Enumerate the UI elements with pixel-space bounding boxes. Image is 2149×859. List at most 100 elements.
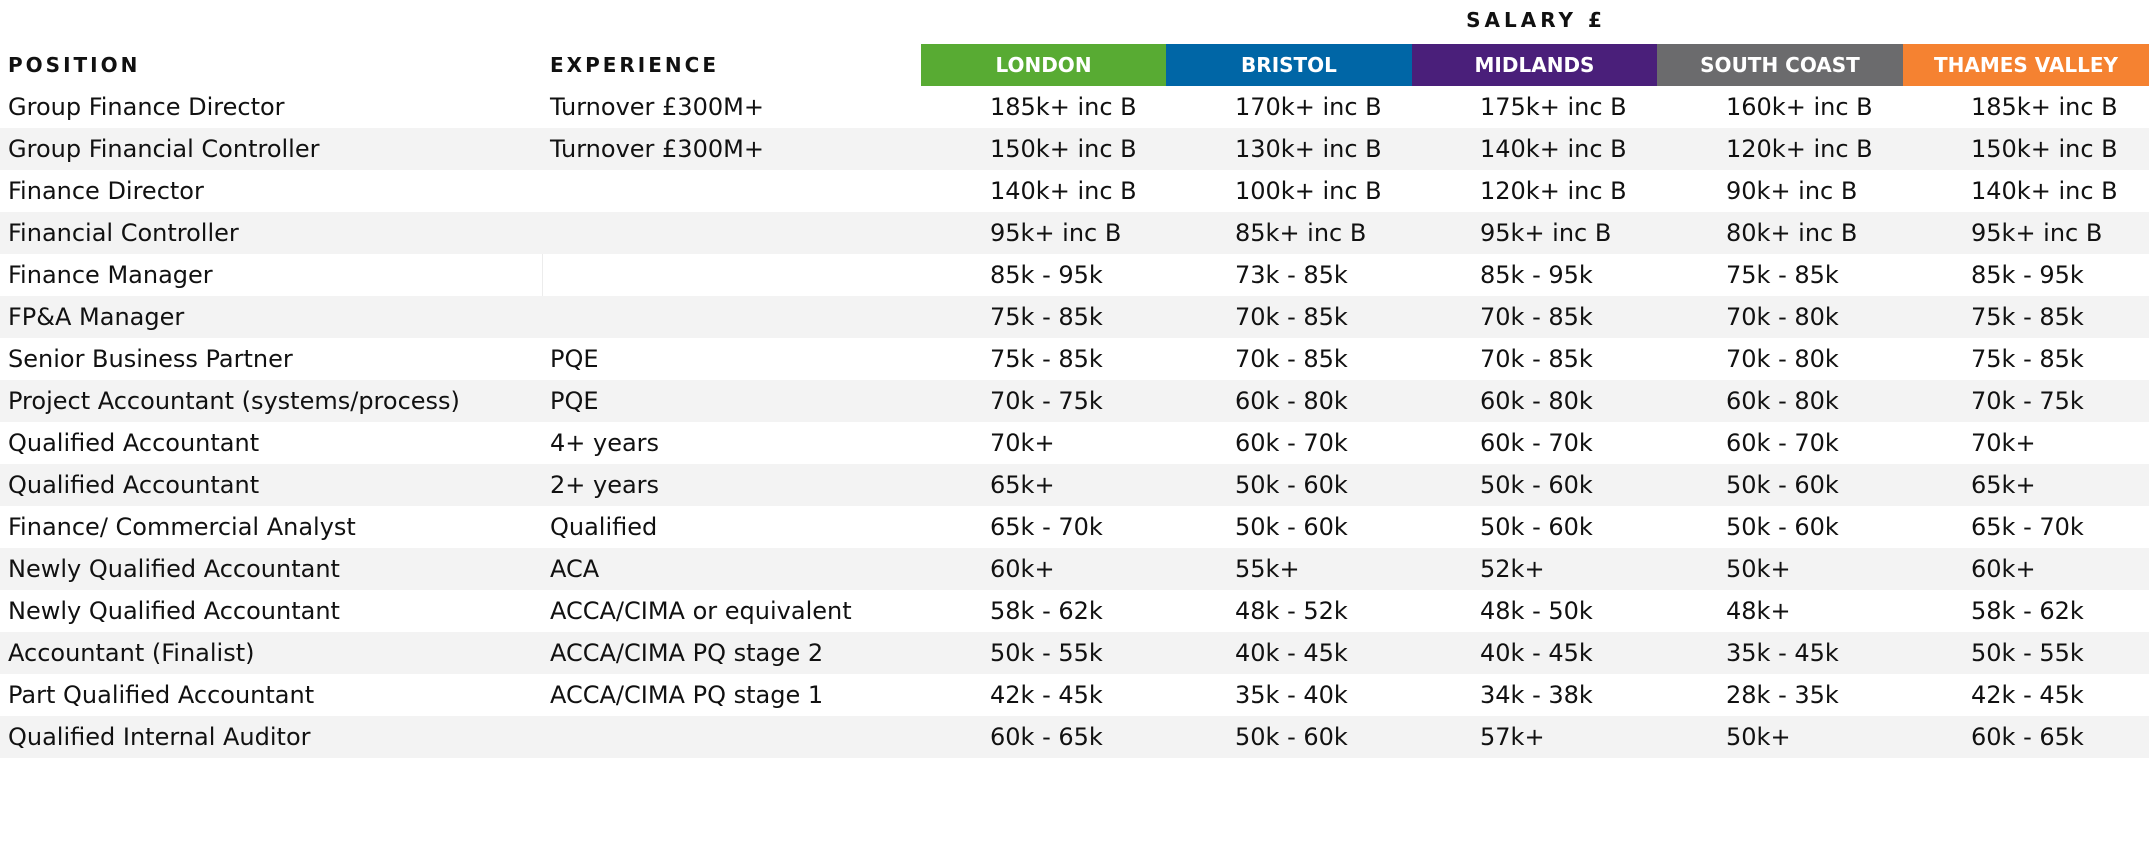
salary-cell-south-coast: 35k - 45k	[1726, 639, 1839, 667]
salary-cell-south-coast: 50k - 60k	[1726, 471, 1839, 499]
salary-cell-south-coast: 90k+ inc B	[1726, 177, 1858, 205]
salary-cell-bristol: 100k+ inc B	[1235, 177, 1382, 205]
salary-cell-thames-valley: 140k+ inc B	[1971, 177, 2118, 205]
experience-cell: Turnover £300M+	[550, 93, 764, 121]
salary-cell-south-coast: 60k - 70k	[1726, 429, 1839, 457]
salary-cell-south-coast: 60k - 80k	[1726, 387, 1839, 415]
table-row: Senior Business Partner PQE 75k - 85k 70k -…	[0, 338, 2149, 380]
position-cell: FP&A Manager	[8, 303, 185, 331]
experience-cell: Turnover £300M+	[550, 135, 764, 163]
salary-cell-bristol: 85k+ inc B	[1235, 219, 1367, 247]
salary-cell-bristol: 50k - 60k	[1235, 513, 1348, 541]
table-row: Group Finance Director Turnover £300M+ 185…	[0, 86, 2149, 128]
salary-cell-london: 70k - 75k	[990, 387, 1103, 415]
salary-cell-bristol: 55k+	[1235, 555, 1300, 583]
salary-cell-thames-valley: 85k - 95k	[1971, 261, 2084, 289]
position-cell: Newly Qualified Accountant	[8, 555, 340, 583]
salary-cell-midlands: 120k+ inc B	[1480, 177, 1627, 205]
salary-cell-thames-valley: 75k - 85k	[1971, 345, 2084, 373]
table-row: Qualified Accountant 4+ years 70k+ 60k - 70…	[0, 422, 2149, 464]
salary-cell-midlands: 85k - 95k	[1480, 261, 1593, 289]
table-row: Part Qualified Accountant ACCA/CIMA PQ st…	[0, 674, 2149, 716]
salary-cell-bristol: 130k+ inc B	[1235, 135, 1382, 163]
salary-cell-midlands: 50k - 60k	[1480, 513, 1593, 541]
salary-cell-thames-valley: 60k - 65k	[1971, 723, 2084, 751]
salary-cell-south-coast: 50k - 60k	[1726, 513, 1839, 541]
experience-cell: ACCA/CIMA PQ stage 2	[550, 639, 824, 667]
salary-cell-south-coast: 70k - 80k	[1726, 303, 1839, 331]
salary-cell-thames-valley: 185k+ inc B	[1971, 93, 2118, 121]
table-row: Qualified Internal Auditor 60k - 65k 50k -…	[0, 716, 2149, 758]
salary-cell-bristol: 73k - 85k	[1235, 261, 1348, 289]
salary-cell-london: 65k+	[990, 471, 1055, 499]
salary-cell-london: 95k+ inc B	[990, 219, 1122, 247]
salary-cell-thames-valley: 70k+	[1971, 429, 2036, 457]
table-row: Finance/ Commercial Analyst Qualified 65k …	[0, 506, 2149, 548]
table-row: Group Financial Controller Turnover £300M…	[0, 128, 2149, 170]
salary-cell-london: 50k - 55k	[990, 639, 1103, 667]
salary-cell-london: 60k - 65k	[990, 723, 1103, 751]
position-cell: Qualified Accountant	[8, 429, 260, 457]
table-row: Project Accountant (systems/process) PQE 7…	[0, 380, 2149, 422]
table-row: Finance Manager 85k - 95k 73k - 85k 85k - 9…	[0, 254, 2149, 296]
salary-cell-midlands: 60k - 70k	[1480, 429, 1593, 457]
salary-cell-midlands: 70k - 85k	[1480, 303, 1593, 331]
salary-cell-thames-valley: 50k - 55k	[1971, 639, 2084, 667]
salary-table: Group Finance Director Turnover £300M+ 185…	[0, 86, 2149, 758]
experience-cell: 2+ years	[550, 471, 660, 499]
position-cell: Project Accountant (systems/process)	[8, 387, 460, 415]
salary-cell-south-coast: 80k+ inc B	[1726, 219, 1858, 247]
position-cell: Finance/ Commercial Analyst	[8, 513, 356, 541]
experience-cell: Qualified	[550, 513, 658, 541]
position-cell: Group Finance Director	[8, 93, 285, 121]
table-row: FP&A Manager 75k - 85k 70k - 85k 70k - 85k 7…	[0, 296, 2149, 338]
experience-cell: ACCA/CIMA PQ stage 1	[550, 681, 824, 709]
position-cell: Qualified Accountant	[8, 471, 260, 499]
region-header-south-coast: SOUTH COAST	[1657, 44, 1903, 86]
salary-cell-london: 60k+	[990, 555, 1055, 583]
salary-cell-london: 150k+ inc B	[990, 135, 1137, 163]
salary-cell-london: 140k+ inc B	[990, 177, 1137, 205]
experience-cell: PQE	[550, 387, 599, 415]
salary-cell-thames-valley: 95k+ inc B	[1971, 219, 2103, 247]
salary-cell-south-coast: 70k - 80k	[1726, 345, 1839, 373]
position-cell: Senior Business Partner	[8, 345, 293, 373]
position-cell: Qualified Internal Auditor	[8, 723, 311, 751]
salary-cell-bristol: 48k - 52k	[1235, 597, 1348, 625]
table-row: Qualified Accountant 2+ years 65k+ 50k - 60…	[0, 464, 2149, 506]
salary-cell-south-coast: 48k+	[1726, 597, 1791, 625]
position-cell: Part Qualified Accountant	[8, 681, 315, 709]
salary-cell-thames-valley: 65k - 70k	[1971, 513, 2084, 541]
table-row: Newly Qualified Accountant ACA 60k+ 55k+ 52k…	[0, 548, 2149, 590]
salary-cell-midlands: 48k - 50k	[1480, 597, 1593, 625]
region-header-midlands: MIDLANDS	[1412, 44, 1657, 86]
salary-cell-south-coast: 28k - 35k	[1726, 681, 1839, 709]
salary-cell-london: 75k - 85k	[990, 303, 1103, 331]
salary-cell-midlands: 50k - 60k	[1480, 471, 1593, 499]
salary-cell-thames-valley: 150k+ inc B	[1971, 135, 2118, 163]
salary-cell-midlands: 140k+ inc B	[1480, 135, 1627, 163]
region-header-london: LONDON	[921, 44, 1166, 86]
salary-cell-midlands: 60k - 80k	[1480, 387, 1593, 415]
position-header: POSITION	[8, 53, 141, 77]
salary-cell-bristol: 40k - 45k	[1235, 639, 1348, 667]
salary-cell-london: 85k - 95k	[990, 261, 1103, 289]
position-cell: Finance Manager	[8, 261, 213, 289]
salary-cell-bristol: 35k - 40k	[1235, 681, 1348, 709]
position-cell: Accountant (Finalist)	[8, 639, 255, 667]
position-cell: Newly Qualified Accountant	[8, 597, 340, 625]
table-row: Accountant (Finalist) ACCA/CIMA PQ stage …	[0, 632, 2149, 674]
table-row: Finance Director 140k+ inc B 100k+ inc B 12…	[0, 170, 2149, 212]
salary-cell-midlands: 95k+ inc B	[1480, 219, 1612, 247]
experience-header: EXPERIENCE	[550, 53, 719, 77]
salary-cell-thames-valley: 65k+	[1971, 471, 2036, 499]
salary-cell-thames-valley: 42k - 45k	[1971, 681, 2084, 709]
salary-cell-bristol: 50k - 60k	[1235, 471, 1348, 499]
position-cell: Financial Controller	[8, 219, 239, 247]
salary-cell-midlands: 52k+	[1480, 555, 1545, 583]
salary-cell-thames-valley: 60k+	[1971, 555, 2036, 583]
salary-cell-bristol: 60k - 80k	[1235, 387, 1348, 415]
salary-cell-south-coast: 50k+	[1726, 723, 1791, 751]
position-cell: Finance Director	[8, 177, 204, 205]
salary-cell-south-coast: 50k+	[1726, 555, 1791, 583]
